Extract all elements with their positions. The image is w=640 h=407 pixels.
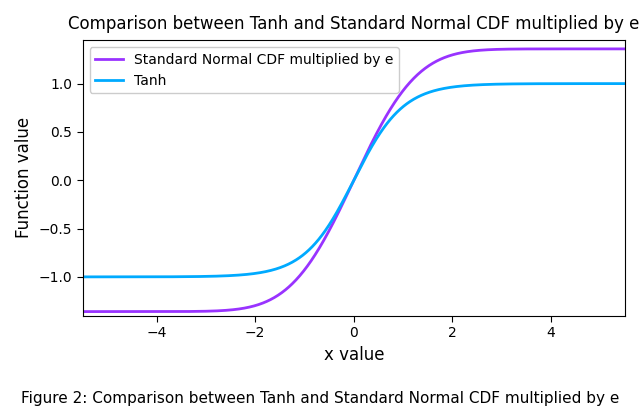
Line: Standard Normal CDF multiplied by e: Standard Normal CDF multiplied by e <box>83 49 625 312</box>
Legend: Standard Normal CDF multiplied by e, Tanh: Standard Normal CDF multiplied by e, Tan… <box>90 47 399 93</box>
Y-axis label: Function value: Function value <box>15 117 33 239</box>
Tanh <box>134 274 142 279</box>
Standard Normal CDF multiplied by e <box>317 242 325 247</box>
Tanh <box>621 81 629 86</box>
Standard Normal CDF multiplied by e <box>298 271 306 276</box>
Standard Normal CDF multiplied by e <box>502 47 509 52</box>
Standard Normal CDF multiplied by e <box>451 52 459 57</box>
Standard Normal CDF multiplied by e <box>621 46 629 51</box>
Text: Figure 2: Comparison between Tanh and Standard Normal CDF multiplied by e: Figure 2: Comparison between Tanh and St… <box>21 391 619 406</box>
Tanh <box>79 274 86 279</box>
Standard Normal CDF multiplied by e <box>134 309 142 314</box>
Tanh <box>502 81 509 86</box>
Title: Comparison between Tanh and Standard Normal CDF multiplied by e: Comparison between Tanh and Standard Nor… <box>68 15 639 33</box>
X-axis label: x value: x value <box>324 346 384 363</box>
Tanh <box>451 84 459 89</box>
Line: Tanh: Tanh <box>83 83 625 277</box>
Tanh <box>317 233 325 238</box>
Standard Normal CDF multiplied by e <box>511 46 519 51</box>
Tanh <box>511 81 519 86</box>
Tanh <box>298 254 306 258</box>
Standard Normal CDF multiplied by e <box>79 309 86 314</box>
